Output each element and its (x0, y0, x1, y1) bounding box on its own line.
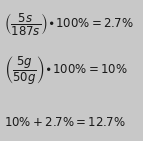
Text: $\left(\dfrac{5g}{50g}\right)\!\bullet\!100\%=10\%$: $\left(\dfrac{5g}{50g}\right)\!\bullet\!… (4, 55, 128, 86)
Text: $10\%+2.7\%=12.7\%$: $10\%+2.7\%=12.7\%$ (4, 116, 126, 129)
Text: $\left(\dfrac{5s}{187s}\right)\!\bullet\!100\%=2.7\%$: $\left(\dfrac{5s}{187s}\right)\!\bullet\… (4, 11, 134, 37)
